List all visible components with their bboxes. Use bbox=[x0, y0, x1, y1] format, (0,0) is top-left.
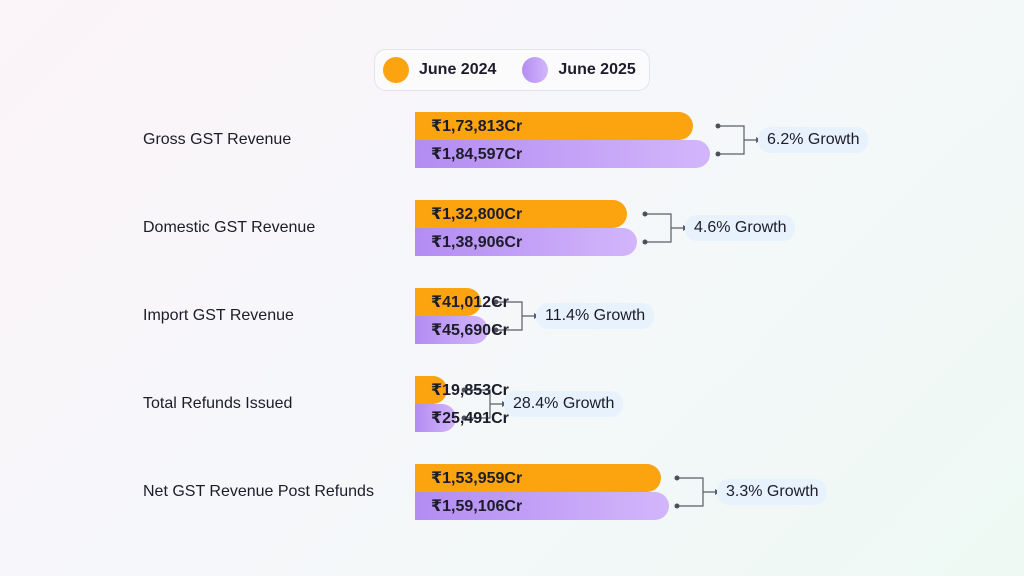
bar-june-2024-gross-gst-revenue: ₹1,73,813Cr bbox=[415, 112, 693, 140]
bar-june-2025-net-gst-revenue-post-refunds: ₹1,59,106Cr bbox=[415, 492, 669, 520]
bar-june-2024-import-gst-revenue: ₹41,012Cr bbox=[415, 288, 509, 316]
bar-june-2025-gross-gst-revenue: ₹1,84,597Cr bbox=[415, 140, 710, 168]
bar-june-2025-domestic-gst-revenue: ₹1,38,906Cr bbox=[415, 228, 637, 256]
bar-june-2025-total-refunds-issued: ₹25,491Cr bbox=[415, 404, 509, 432]
category-label-total-refunds-issued: Total Refunds Issued bbox=[143, 395, 293, 412]
bar-june-2024-total-refunds-issued: ₹19,853Cr bbox=[415, 376, 509, 404]
growth-badge-domestic-gst-revenue: 4.6% Growth bbox=[685, 215, 796, 241]
growth-connector-domestic-gst-revenue bbox=[642, 211, 688, 245]
category-label-gross-gst-revenue: Gross GST Revenue bbox=[143, 131, 292, 148]
growth-badge-net-gst-revenue-post-refunds: 3.3% Growth bbox=[717, 479, 828, 505]
bar-june-2024-net-gst-revenue-post-refunds: ₹1,53,959Cr bbox=[415, 464, 661, 492]
growth-connector-net-gst-revenue-post-refunds bbox=[674, 475, 720, 509]
legend-swatch-june-2024 bbox=[383, 57, 409, 83]
growth-connector-import-gst-revenue bbox=[493, 299, 539, 333]
legend-label-june-2024: June 2024 bbox=[419, 61, 497, 78]
growth-badge-import-gst-revenue: 11.4% Growth bbox=[536, 303, 655, 329]
growth-connector-gross-gst-revenue bbox=[715, 123, 761, 157]
category-label-import-gst-revenue: Import GST Revenue bbox=[143, 307, 294, 324]
legend-label-june-2025: June 2025 bbox=[558, 61, 636, 78]
legend-item-june-2024: June 2024 bbox=[383, 57, 496, 83]
chart-legend: June 2024 June 2025 bbox=[374, 49, 650, 91]
category-label-domestic-gst-revenue: Domestic GST Revenue bbox=[143, 219, 316, 236]
bar-june-2025-import-gst-revenue: ₹45,690Cr bbox=[415, 316, 509, 344]
bar-june-2024-domestic-gst-revenue: ₹1,32,800Cr bbox=[415, 200, 627, 228]
growth-badge-gross-gst-revenue: 6.2% Growth bbox=[758, 127, 869, 153]
category-label-net-gst-revenue-post-refunds: Net GST Revenue Post Refunds bbox=[143, 483, 374, 500]
legend-swatch-june-2025 bbox=[522, 57, 549, 83]
legend-item-june-2025: June 2025 bbox=[522, 57, 636, 83]
growth-badge-total-refunds-issued: 28.4% Growth bbox=[504, 391, 624, 417]
